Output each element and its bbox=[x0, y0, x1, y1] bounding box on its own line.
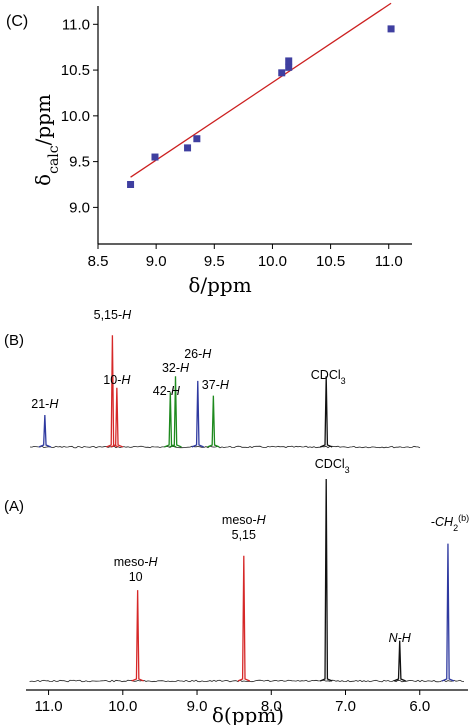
spectrum-peak bbox=[207, 395, 220, 448]
peak-label: -CH2(b) bbox=[431, 513, 469, 533]
ppm-tick-label: 6.0 bbox=[409, 698, 430, 715]
panel-a-label: (A) bbox=[4, 498, 24, 515]
ppm-tick-label: 9.0 bbox=[187, 698, 208, 715]
data-point bbox=[387, 25, 395, 33]
spectrum-peak bbox=[110, 387, 124, 448]
nmr-spectrum-b: 21-H 5,15-H 10-H 42-H 32-H26-H 37-H CDCl3 bbox=[29, 308, 421, 449]
spectrum-peak bbox=[169, 376, 182, 448]
ppm-tick-label: 10.0 bbox=[108, 698, 137, 715]
spectrum-peak bbox=[38, 415, 52, 448]
peak-label: meso-H bbox=[114, 555, 159, 569]
spectrum-baseline bbox=[29, 679, 465, 683]
peak-label-line2: 5,15 bbox=[232, 528, 256, 542]
panel-c-label: (C) bbox=[6, 13, 28, 30]
x-tick-label: 9.0 bbox=[146, 253, 167, 270]
spectrum-peak bbox=[319, 478, 333, 682]
data-point bbox=[285, 63, 293, 71]
scatter-chart: 8.5 9.0 9.5 10.0 10.5 11.0 9.0 9.5 10.0 10.5 11.0… bbox=[31, 2, 412, 297]
peak-label: 32-H bbox=[162, 361, 190, 375]
peak-label: 10-H bbox=[103, 373, 131, 387]
ppm-tick-label: 7.0 bbox=[335, 698, 356, 715]
x-tick-label: 11.0 bbox=[375, 253, 403, 270]
y-tick-label: 9.0 bbox=[69, 199, 90, 216]
peak-label: 5,15-H bbox=[94, 308, 132, 322]
x-axis-title: δ/ppm bbox=[188, 273, 251, 297]
data-point bbox=[278, 69, 286, 77]
x-ticks: 8.5 9.0 9.5 10.0 10.5 11.0 bbox=[88, 244, 403, 270]
y-tick-label: 10.5 bbox=[61, 62, 90, 79]
x-tick-label: 9.5 bbox=[204, 253, 225, 270]
data-point bbox=[184, 144, 192, 152]
data-point bbox=[285, 57, 293, 65]
data-points bbox=[127, 25, 395, 188]
x-tick-label: 8.5 bbox=[88, 253, 109, 270]
x-tick-label: 10.0 bbox=[258, 253, 287, 270]
fit-line bbox=[130, 2, 392, 178]
peak-label: 26-H bbox=[184, 347, 212, 361]
spectrum-peak bbox=[237, 555, 251, 682]
ppm-tick-label: 11.0 bbox=[35, 698, 63, 715]
ppm-axis-title: δ(ppm) bbox=[212, 703, 284, 725]
peak-label: CDCl3 bbox=[311, 368, 346, 386]
data-point bbox=[151, 153, 159, 161]
peak-label: N-H bbox=[389, 631, 412, 645]
peak-label: 37-H bbox=[202, 378, 230, 392]
spectrum-peak bbox=[441, 543, 455, 682]
data-point bbox=[127, 181, 135, 188]
peak-label-line2: 10 bbox=[129, 570, 143, 584]
data-point bbox=[193, 135, 201, 143]
ppm-tick-label: 8.0 bbox=[261, 698, 282, 715]
spectrum-baseline bbox=[29, 445, 421, 449]
panel-b-label: (B) bbox=[4, 332, 24, 349]
y-tick-label: 9.5 bbox=[69, 154, 90, 171]
peak-label: 21-H bbox=[31, 397, 59, 411]
y-axis-title: δcalc/ppm bbox=[31, 94, 62, 186]
spectrum-peak bbox=[131, 590, 144, 682]
peak-label: meso-H bbox=[222, 513, 267, 527]
spectrum-peak bbox=[191, 380, 205, 448]
y-tick-label: 10.0 bbox=[61, 108, 90, 125]
peak-label: CDCl3 bbox=[315, 457, 350, 475]
spectrum-peak bbox=[319, 376, 333, 448]
peak-label: 42-H bbox=[153, 384, 181, 398]
y-tick-label: 11.0 bbox=[62, 16, 90, 33]
ppm-ticks: 11.0 10.0 9.0 8.0 7.0 6.0 bbox=[35, 690, 430, 715]
x-tick-label: 10.5 bbox=[316, 253, 345, 270]
y-ticks: 9.0 9.5 10.0 10.5 11.0 bbox=[61, 16, 98, 216]
spectrum-peak bbox=[393, 640, 406, 682]
